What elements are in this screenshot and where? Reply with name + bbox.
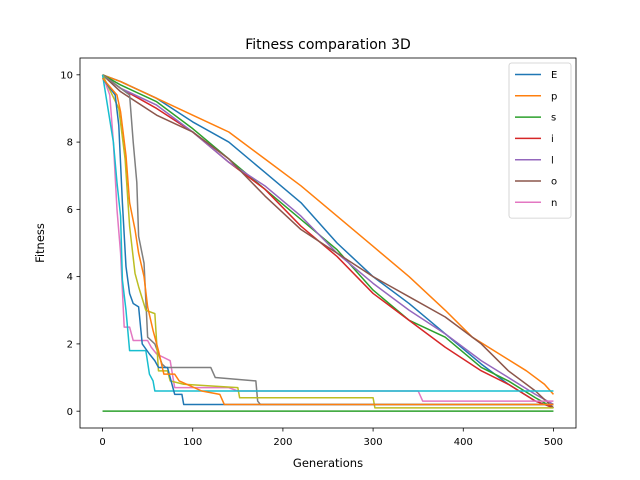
series-line	[101, 77, 554, 406]
y-tick-label: 6	[67, 205, 73, 216]
x-axis: 0 100 200 300 400 500	[99, 428, 563, 448]
legend-label: E	[551, 70, 557, 81]
legend-label: n	[551, 198, 557, 209]
legend-label: l	[551, 155, 554, 166]
x-tick-label: 500	[544, 437, 563, 448]
y-tick-label: 10	[60, 70, 73, 81]
x-axis-label: Generations	[293, 456, 363, 470]
series-line	[102, 74, 554, 409]
y-tick-label: 2	[67, 340, 73, 351]
legend-label: i	[551, 134, 554, 145]
series-line	[102, 74, 554, 409]
x-tick-label: 300	[364, 437, 383, 448]
x-tick-label: 200	[273, 437, 292, 448]
series-layer	[101, 74, 555, 412]
x-tick-label: 100	[183, 437, 202, 448]
y-axis-label: Fitness	[33, 223, 47, 263]
series-line	[102, 74, 554, 409]
legend-label: s	[551, 113, 556, 124]
legend-label: o	[551, 177, 557, 188]
y-tick-label: 8	[67, 138, 73, 149]
x-tick-label: 400	[454, 437, 473, 448]
y-tick-label: 0	[67, 407, 73, 418]
plot-frame	[79, 57, 577, 429]
series-line	[101, 77, 554, 406]
legend-label: p	[551, 91, 557, 102]
y-tick-label: 4	[67, 272, 73, 283]
y-axis: 0 2 4 6 8 10	[60, 70, 80, 418]
series-line	[102, 74, 554, 409]
series-line	[102, 74, 555, 395]
x-tick-label: 0	[99, 437, 105, 448]
series-line	[101, 74, 554, 392]
legend-box	[508, 62, 572, 219]
series-line	[101, 74, 554, 409]
chart-title: Fitness comparation 3D	[245, 37, 411, 53]
